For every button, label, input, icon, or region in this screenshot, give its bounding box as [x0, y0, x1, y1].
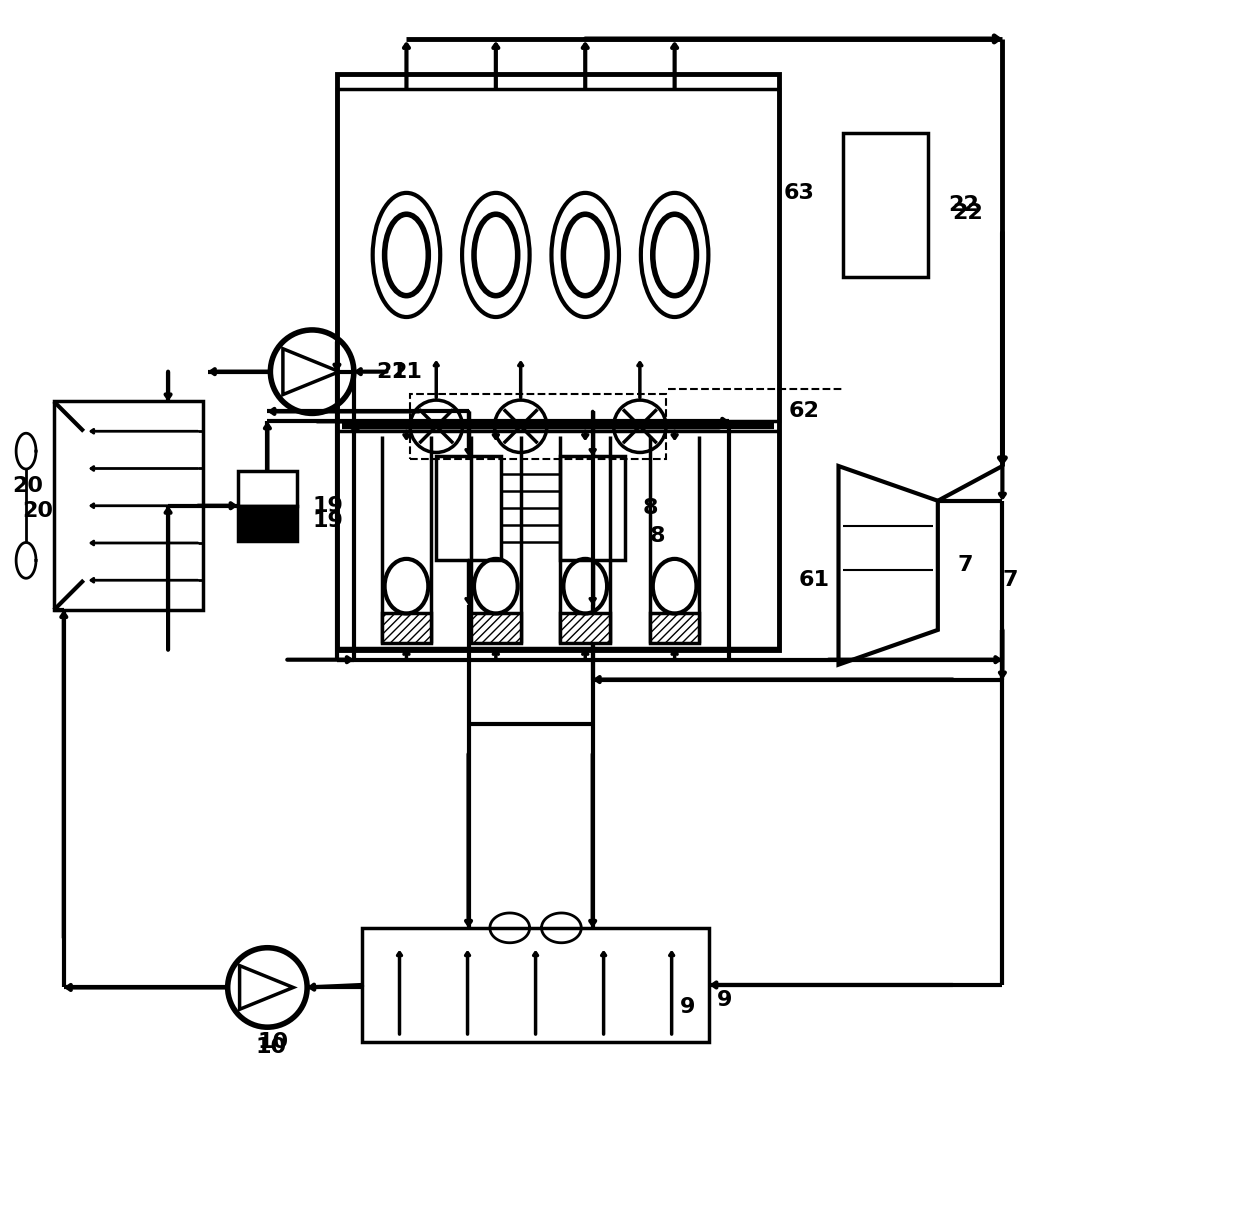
Text: 19: 19	[312, 496, 343, 515]
Text: 10: 10	[258, 1032, 289, 1052]
Text: 19: 19	[312, 510, 343, 530]
Text: 61: 61	[799, 571, 830, 590]
Text: 8: 8	[642, 498, 658, 518]
Text: 10: 10	[255, 1037, 286, 1057]
Bar	[410, 394, 666, 459]
Bar	[362, 927, 709, 1042]
Bar	[560, 613, 610, 643]
Bar	[650, 613, 699, 643]
Text: 7: 7	[1002, 571, 1018, 590]
Text: 62: 62	[789, 401, 820, 422]
Text: 22: 22	[947, 196, 978, 215]
Text: 63: 63	[784, 183, 815, 203]
Bar	[337, 89, 779, 422]
Text: 22: 22	[952, 203, 983, 223]
Bar	[53, 401, 203, 610]
Text: 9: 9	[717, 990, 733, 1010]
Bar	[337, 432, 779, 648]
Text: 9: 9	[680, 998, 694, 1017]
Bar	[560, 456, 625, 561]
Bar	[238, 506, 298, 540]
Bar	[471, 613, 521, 643]
Bar	[436, 456, 501, 561]
Text: 8: 8	[650, 525, 666, 546]
Bar	[238, 471, 298, 506]
Text: 21: 21	[377, 362, 408, 381]
Text: 7: 7	[957, 555, 973, 576]
Bar	[382, 613, 432, 643]
Text: 20: 20	[12, 476, 43, 496]
Bar	[337, 74, 779, 649]
Text: 20: 20	[22, 501, 53, 520]
Text: 21: 21	[392, 362, 423, 381]
Bar	[843, 133, 928, 277]
